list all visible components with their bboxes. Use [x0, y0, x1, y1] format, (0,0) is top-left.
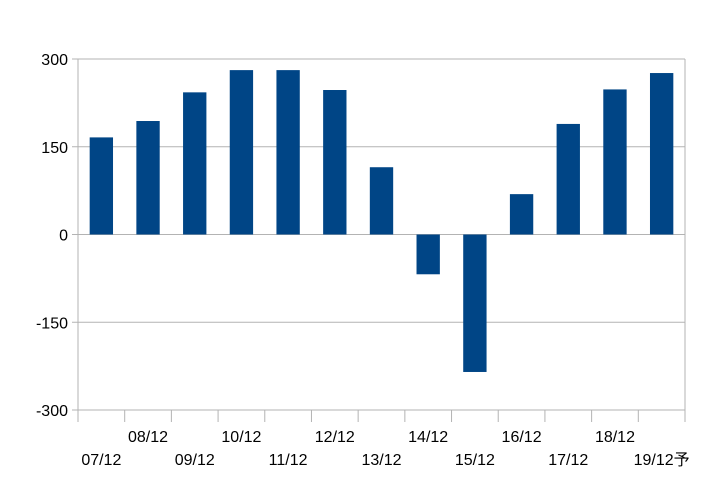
x-tick-label: 11/12	[269, 452, 308, 469]
bar	[463, 234, 487, 372]
x-tick-label: 18/12	[595, 429, 635, 446]
bar	[416, 234, 440, 275]
x-tick-label: 09/12	[175, 452, 215, 469]
x-tick-label: 14/12	[408, 429, 448, 446]
axes	[72, 58, 686, 422]
y-tick-labels: 300 150 0 -150 -300	[36, 52, 68, 420]
bar	[603, 89, 627, 235]
x-tick-label: 16/12	[502, 429, 542, 446]
y-tick-label: -150	[36, 315, 68, 332]
bars	[89, 70, 674, 372]
x-tick-label: 19/12予	[634, 451, 690, 469]
bar	[509, 194, 534, 235]
bar	[136, 121, 160, 235]
bar	[229, 70, 254, 235]
y-tick-label: 0	[59, 228, 68, 245]
x-tick-label: 08/12	[128, 429, 168, 446]
x-tick-label: 17/12	[548, 452, 588, 469]
x-tick-labels: 07/12 08/12 09/12 10/12 11/12 12/12 13/12 14/12…	[81, 429, 689, 469]
x-tick-label: 12/12	[315, 429, 355, 446]
bar	[556, 123, 580, 235]
y-tick-label: 150	[41, 140, 68, 157]
bar	[89, 137, 114, 235]
bar	[649, 73, 674, 235]
x-tick-label: 10/12	[221, 429, 261, 446]
x-tick-label: 07/12	[81, 452, 121, 469]
y-tick-label: 300	[41, 52, 68, 69]
bar	[276, 70, 300, 235]
bar	[323, 90, 347, 235]
bar	[369, 167, 394, 235]
bar	[183, 92, 207, 235]
x-tick-label: 13/12	[361, 452, 401, 469]
x-tick-label: 15/12	[455, 452, 495, 469]
y-tick-label: -300	[36, 403, 68, 420]
